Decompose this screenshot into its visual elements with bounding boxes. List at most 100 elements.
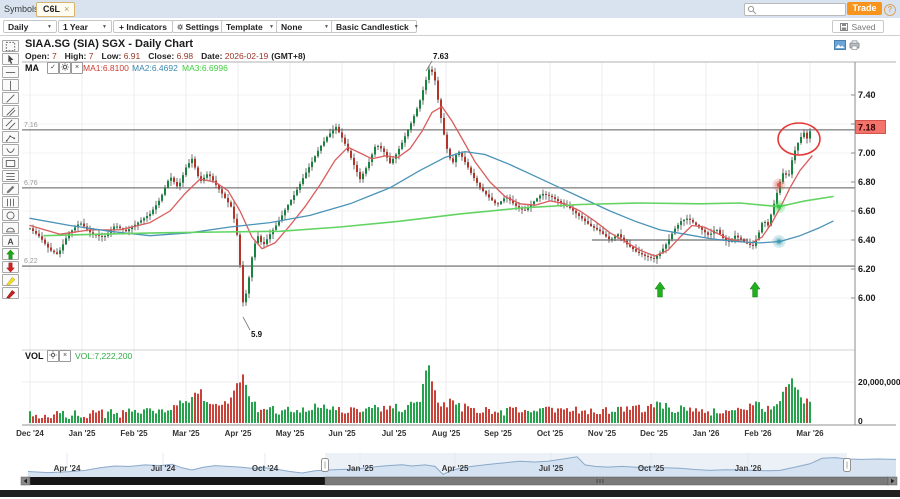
fib-retracement-tool[interactable] <box>2 170 19 182</box>
chevron-down-icon: ▼ <box>269 23 274 30</box>
template-dropdown[interactable]: Template ▼ <box>221 20 279 33</box>
selection-box-tool-icon <box>5 41 16 51</box>
svg-text:6.20: 6.20 <box>858 264 876 274</box>
snapshot-icon[interactable] <box>834 40 846 50</box>
arc-tool[interactable] <box>2 144 19 156</box>
gear-icon <box>177 23 184 30</box>
gridlines <box>22 62 855 425</box>
arrow-down-marker-tool[interactable] <box>2 261 19 273</box>
svg-text:6.22: 6.22 <box>24 258 38 265</box>
window-bottom-edge <box>0 490 900 497</box>
horizontal-line-tool[interactable] <box>2 66 19 78</box>
svg-text:Apr '24: Apr '24 <box>54 464 81 473</box>
ray-line-tool[interactable] <box>2 105 19 117</box>
cursor-tool[interactable] <box>2 53 19 65</box>
svg-text:0: 0 <box>858 416 863 426</box>
timeframe-dropdown[interactable]: Daily ▼ <box>3 20 57 33</box>
svg-text:Oct '25: Oct '25 <box>537 429 564 438</box>
svg-text:Oct '24: Oct '24 <box>252 464 279 473</box>
svg-text:Jul '25: Jul '25 <box>539 464 564 473</box>
chart-title: SIAA.SG (SIA) SGX - Daily Chart <box>25 38 194 50</box>
chevron-down-icon: ▼ <box>413 23 419 30</box>
scroll-left-arrow-icon <box>23 478 27 484</box>
support-resistance-lines: 7.16 6.76 6.22 <box>22 122 855 267</box>
ma-close-button[interactable]: × <box>71 62 83 74</box>
volume-bars <box>29 365 811 423</box>
svg-text:7.18: 7.18 <box>858 123 876 133</box>
scroll-right-arrow-icon <box>891 478 895 484</box>
ma1-value: MA1:6.8100 <box>83 63 129 73</box>
fib-retracement-tool-icon <box>6 172 15 180</box>
highlighter-tool[interactable] <box>2 274 19 286</box>
polyline-tool[interactable] <box>2 131 19 143</box>
circle-tool[interactable] <box>2 209 19 221</box>
arrow-up-marker-tool[interactable] <box>2 248 19 260</box>
svg-text:Jan '26: Jan '26 <box>693 429 720 438</box>
svg-text:Apr '25: Apr '25 <box>225 429 252 438</box>
svg-text:7.40: 7.40 <box>858 90 876 100</box>
search-box <box>744 3 846 16</box>
fib-timezone-tool[interactable] <box>2 196 19 208</box>
chart-type-dropdown[interactable]: Basic Candlestick ▼ <box>331 20 419 33</box>
brush-tool-icon <box>6 289 16 298</box>
arrow-up-marker-tool-icon <box>6 249 15 259</box>
arc-tool-icon <box>6 147 15 153</box>
chart-actions <box>834 40 860 50</box>
gear-icon <box>49 351 57 359</box>
vol-close-button[interactable]: × <box>59 350 71 362</box>
saved-button[interactable]: Saved <box>832 20 884 33</box>
svg-text:Jul '25: Jul '25 <box>382 429 407 438</box>
svg-text:Jun '25: Jun '25 <box>328 429 356 438</box>
trend-line-tool[interactable] <box>2 92 19 104</box>
vol-label: VOL <box>25 351 44 361</box>
svg-text:Dec '25: Dec '25 <box>640 429 668 438</box>
brush-tool[interactable] <box>2 287 19 299</box>
svg-text:Aug '25: Aug '25 <box>432 429 461 438</box>
chevron-down-icon: ▼ <box>324 23 329 30</box>
trade-button[interactable]: Trade <box>847 2 882 15</box>
horizontal-scrollbar[interactable] <box>20 476 898 486</box>
ma2-line <box>29 150 834 244</box>
svg-text:Feb '25: Feb '25 <box>120 429 148 438</box>
highlighter-tool-icon <box>6 276 16 285</box>
svg-text:Nov '25: Nov '25 <box>588 429 617 438</box>
vol-settings-button[interactable] <box>47 350 59 362</box>
pencil-tool[interactable] <box>2 183 19 195</box>
ma2-value: MA2:6.4692 <box>132 63 178 73</box>
range-dropdown[interactable]: 1 Year ▼ <box>58 20 112 33</box>
symbol-tab-c6l[interactable]: C6L × <box>36 2 76 17</box>
ma3-line <box>43 195 834 237</box>
ma-settings-button[interactable] <box>59 62 71 74</box>
print-icon[interactable] <box>849 40 860 50</box>
highlight-ellipse-annotation <box>777 122 821 156</box>
svg-text:Apr '25: Apr '25 <box>442 464 469 473</box>
rectangle-tool-icon <box>5 159 16 167</box>
overlay-dropdown[interactable]: None ▼ <box>276 20 334 33</box>
svg-text:Mar '25: Mar '25 <box>172 429 200 438</box>
moving-average-lines <box>29 105 834 257</box>
svg-text:Dec '24: Dec '24 <box>16 429 44 438</box>
last-price-badge: 7.18 <box>855 120 886 134</box>
vertical-line-tool[interactable] <box>2 79 19 91</box>
help-icon[interactable]: ? <box>884 4 896 16</box>
gann-arc-tool-icon <box>6 227 15 232</box>
search-input[interactable] <box>758 4 844 16</box>
ma-visibility-checkbox[interactable]: ✓ <box>47 62 59 74</box>
text-tool[interactable]: A <box>2 235 19 247</box>
ma1-line <box>29 105 813 257</box>
settings-button[interactable]: Settings <box>172 20 224 33</box>
indicators-button[interactable]: + Indicators <box>113 20 173 33</box>
ma-label: MA <box>25 63 39 73</box>
annotations: 7.63 5.9 <box>242 52 821 339</box>
svg-text:7.63: 7.63 <box>433 52 449 61</box>
scrollbar-thumb <box>324 476 889 486</box>
rectangle-tool[interactable] <box>2 157 19 169</box>
selection-box-tool[interactable] <box>2 40 19 52</box>
parallel-channel-tool[interactable] <box>2 118 19 130</box>
svg-text:Mar '26: Mar '26 <box>796 429 824 438</box>
tab-close-icon[interactable]: × <box>64 4 70 14</box>
svg-text:A: A <box>7 236 13 246</box>
gann-arc-tool[interactable] <box>2 222 19 234</box>
